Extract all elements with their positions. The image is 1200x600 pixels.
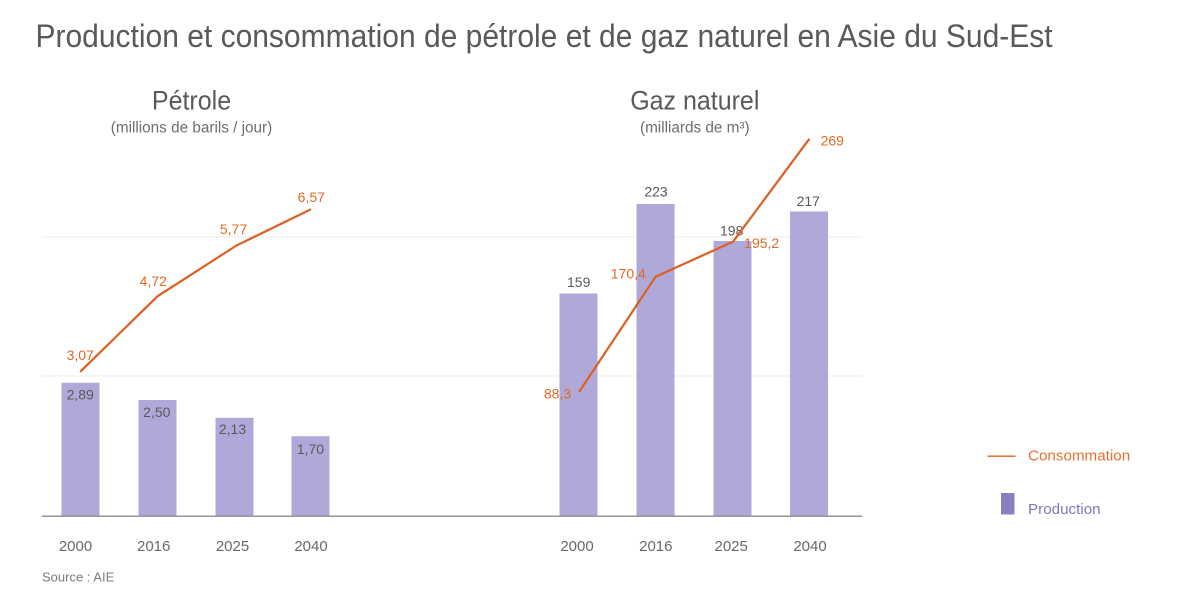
svg-text:Production: Production	[1028, 501, 1101, 518]
svg-text:Gaz naturel: Gaz naturel	[630, 87, 759, 116]
svg-text:2016: 2016	[137, 538, 170, 555]
svg-text:2040: 2040	[793, 538, 826, 555]
svg-text:2025: 2025	[216, 538, 249, 555]
svg-text:Pétrole: Pétrole	[152, 87, 231, 116]
svg-text:4,72: 4,72	[140, 273, 167, 289]
svg-text:195,2: 195,2	[744, 235, 779, 251]
svg-text:159: 159	[567, 274, 591, 290]
svg-text:2025: 2025	[715, 538, 748, 555]
svg-text:217: 217	[797, 193, 821, 209]
svg-text:Source : AIE: Source : AIE	[42, 570, 115, 585]
svg-text:269: 269	[821, 132, 845, 148]
svg-text:2,89: 2,89	[67, 386, 94, 402]
svg-text:1,70: 1,70	[297, 441, 324, 457]
svg-text:2,13: 2,13	[219, 421, 246, 437]
svg-text:2000: 2000	[560, 538, 593, 555]
svg-text:2000: 2000	[59, 538, 92, 555]
svg-text:223: 223	[644, 184, 668, 200]
svg-text:2040: 2040	[294, 538, 327, 555]
svg-text:Production et consommation de: Production et consommation de pétrole et…	[36, 18, 1053, 54]
svg-text:88,3: 88,3	[544, 386, 571, 402]
svg-text:2016: 2016	[639, 538, 672, 555]
svg-text:6,57: 6,57	[298, 189, 325, 205]
svg-text:2,50: 2,50	[143, 404, 170, 420]
svg-text:(millions de barils / jour): (millions de barils / jour)	[111, 120, 273, 137]
svg-text:3,07: 3,07	[67, 347, 94, 363]
svg-text:5,77: 5,77	[220, 221, 247, 237]
svg-text:Consommation: Consommation	[1028, 448, 1130, 465]
svg-text:170,4: 170,4	[611, 266, 646, 282]
svg-text:(milliards de m³): (milliards de m³)	[640, 120, 750, 137]
